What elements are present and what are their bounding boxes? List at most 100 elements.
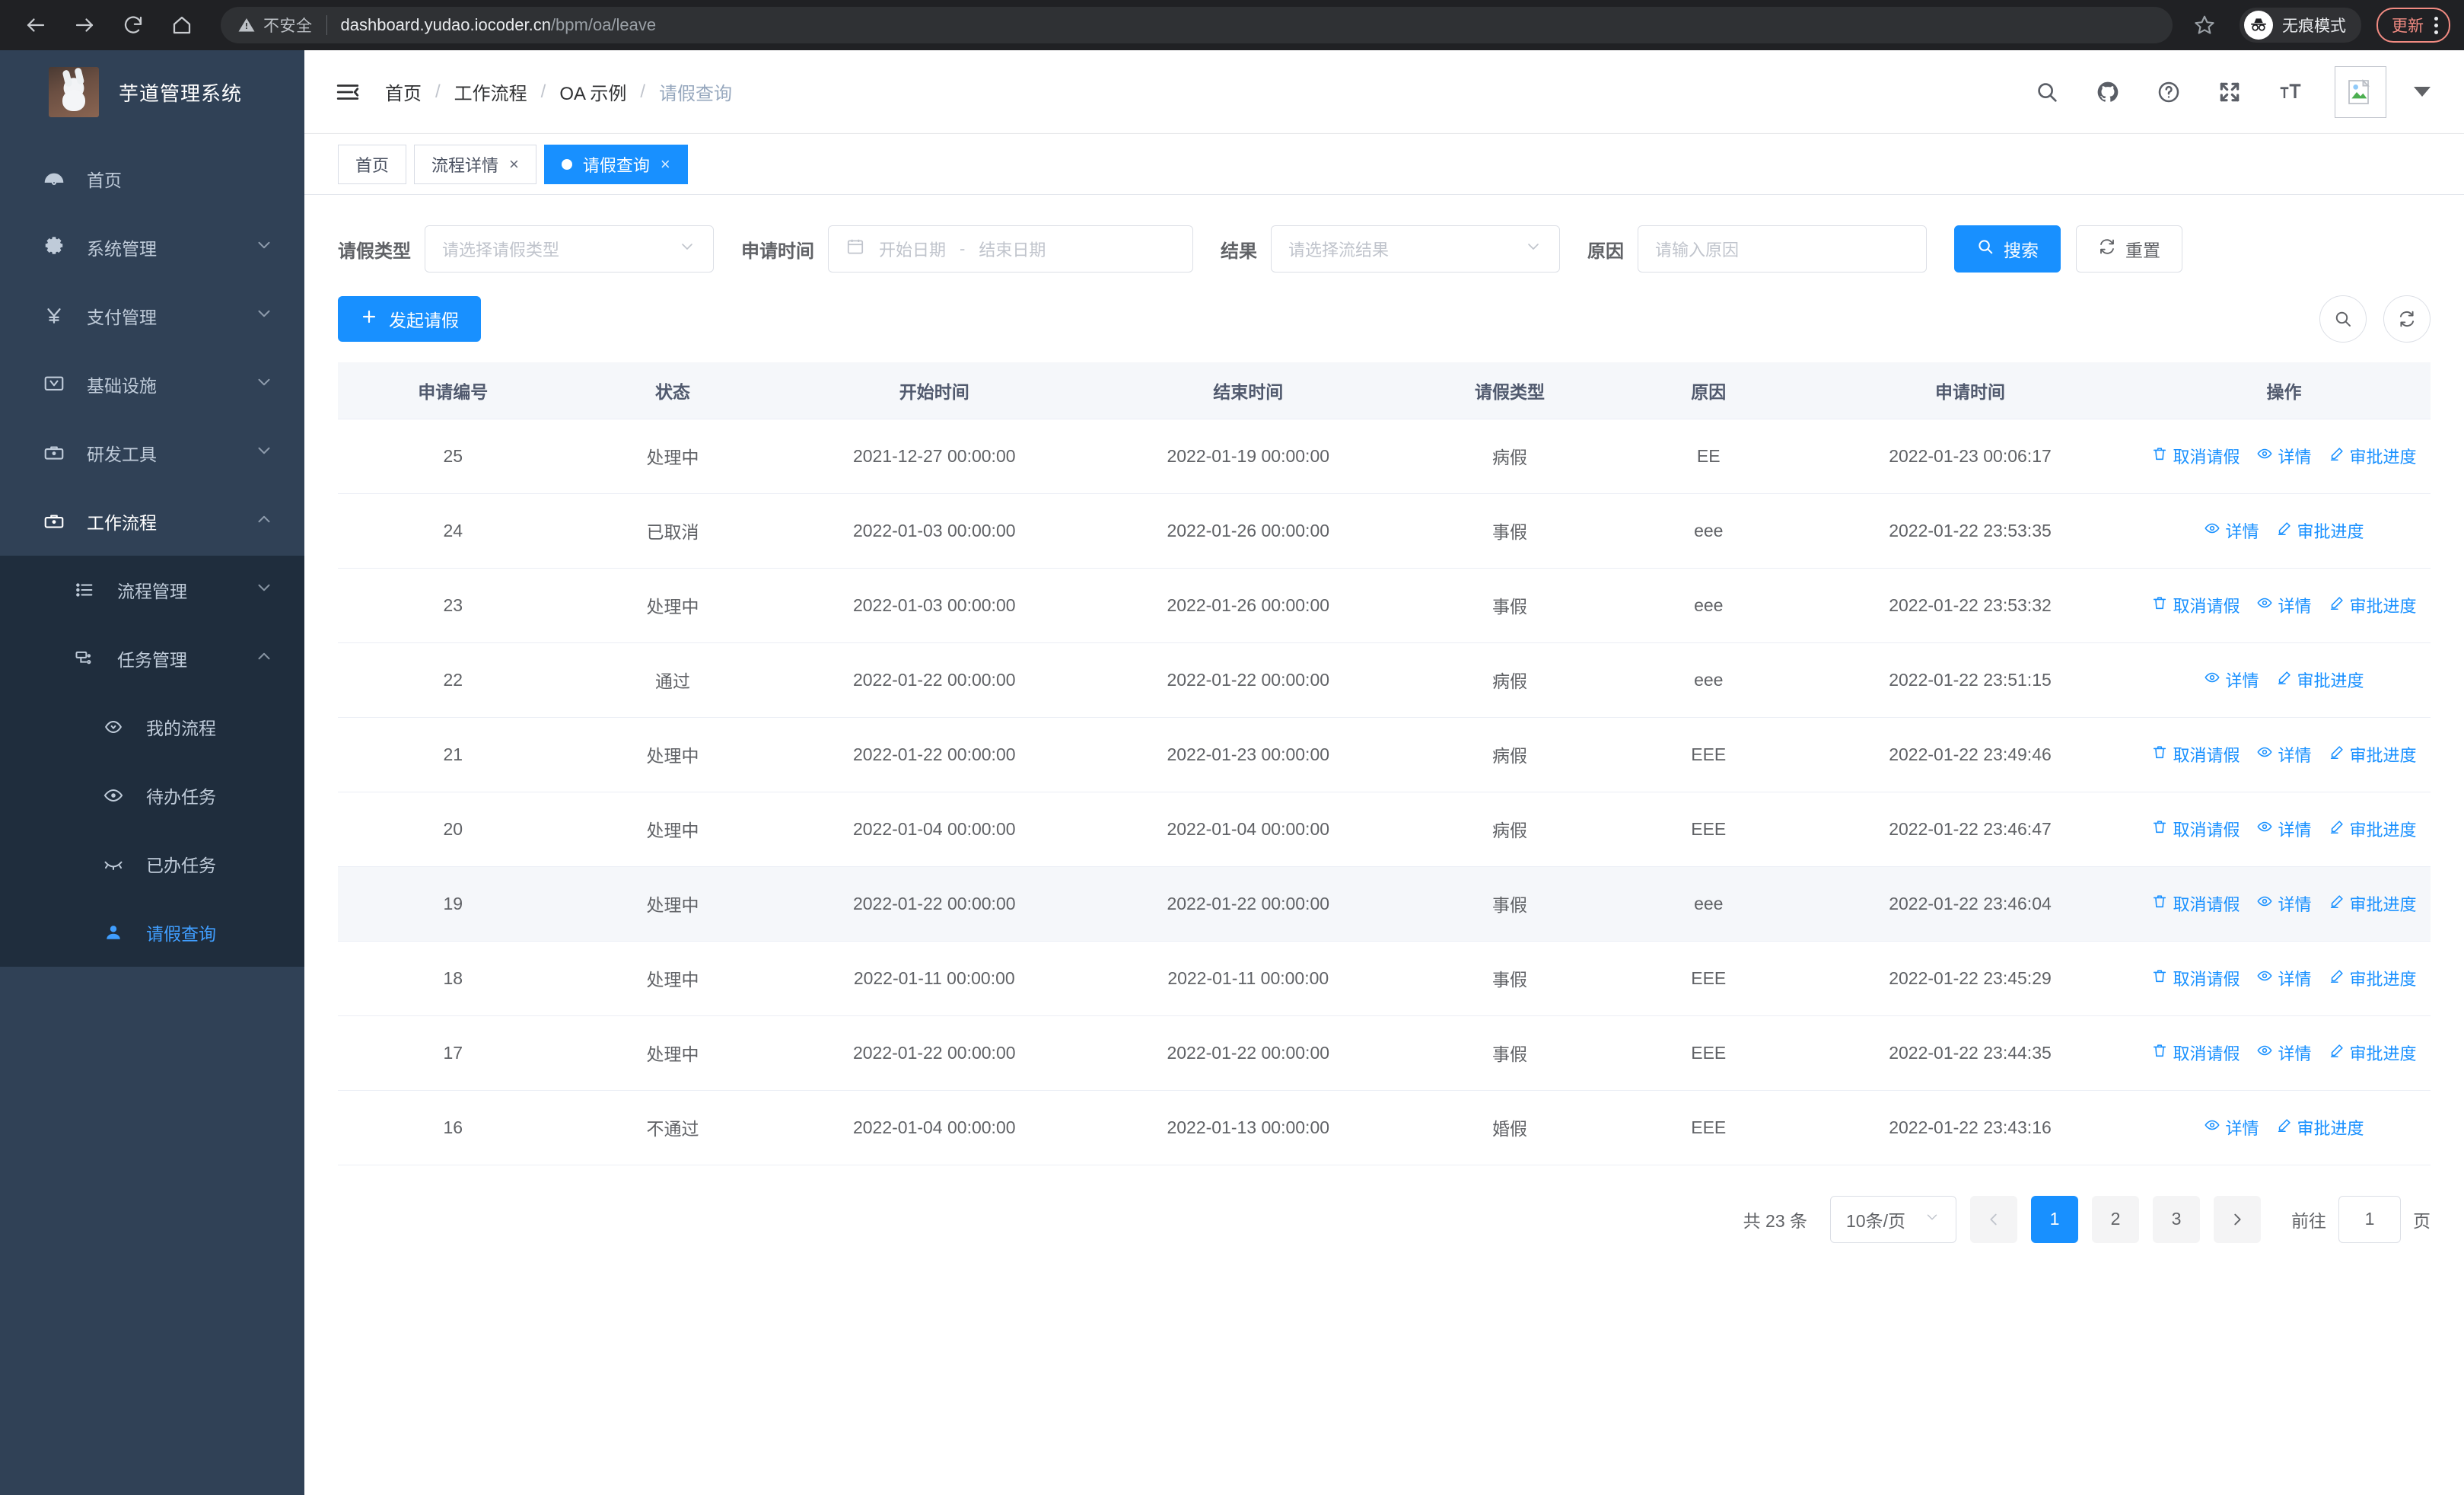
address-bar[interactable]: 不安全 dashboard.yudao.iocoder.cn/bpm/oa/le… bbox=[221, 7, 2173, 43]
sidebar-item-label: 任务管理 bbox=[117, 650, 187, 670]
detail-link[interactable]: 详情 bbox=[2256, 1041, 2312, 1065]
sidebar-item-devtools[interactable]: 研发工具 bbox=[0, 419, 304, 487]
pagination-next[interactable] bbox=[2214, 1195, 2261, 1243]
reload-icon[interactable] bbox=[111, 3, 155, 47]
search-button[interactable]: 搜索 bbox=[1954, 225, 2061, 273]
github-icon[interactable] bbox=[2091, 75, 2125, 109]
cancel-leave-link[interactable]: 取消请假 bbox=[2151, 966, 2240, 990]
pagination-page-1[interactable]: 1 bbox=[2031, 1195, 2078, 1243]
cancel-leave-link[interactable]: 取消请假 bbox=[2151, 891, 2240, 916]
sidebar-item-leave-query[interactable]: 请假查询 bbox=[0, 898, 304, 967]
close-icon[interactable]: × bbox=[509, 154, 519, 174]
cell-operations: 取消请假 详情 审批进度 bbox=[2138, 866, 2431, 942]
sidebar-item-home[interactable]: 首页 bbox=[0, 145, 304, 213]
cancel-leave-link[interactable]: 取消请假 bbox=[2151, 817, 2240, 841]
tab-process-detail[interactable]: 流程详情 × bbox=[414, 144, 536, 184]
sidebar-item-task-manage[interactable]: 任务管理 bbox=[0, 624, 304, 693]
reason-input[interactable]: 请输入原因 bbox=[1638, 225, 1927, 273]
breadcrumb-item-2[interactable]: OA 示例 bbox=[559, 84, 627, 104]
approval-progress-link[interactable]: 审批进度 bbox=[2276, 668, 2364, 692]
table-row[interactable]: 25 处理中 2021-12-27 00:00:00 2022-01-19 00:00… bbox=[338, 419, 2431, 494]
approval-progress-link[interactable]: 审批进度 bbox=[2329, 1041, 2417, 1065]
refresh-circle-icon[interactable] bbox=[2383, 295, 2431, 343]
detail-link[interactable]: 详情 bbox=[2204, 1115, 2259, 1140]
forward-arrow-icon[interactable] bbox=[62, 3, 107, 47]
table-row[interactable]: 22 通过 2022-01-22 00:00:00 2022-01-22 00:00:… bbox=[338, 642, 2431, 718]
update-button[interactable]: 更新 bbox=[2376, 8, 2450, 43]
sidebar-item-todo-tasks[interactable]: 待办任务 bbox=[0, 761, 304, 830]
back-arrow-icon[interactable] bbox=[14, 3, 58, 47]
breadcrumb-item-0[interactable]: 首页 bbox=[385, 84, 422, 104]
cancel-leave-link[interactable]: 取消请假 bbox=[2151, 1041, 2240, 1065]
page-size-select[interactable]: 10条/页 bbox=[1830, 1195, 1956, 1243]
detail-link[interactable]: 详情 bbox=[2204, 518, 2259, 543]
incognito-badge[interactable]: 无痕模式 bbox=[2240, 8, 2361, 43]
search-icon[interactable] bbox=[2030, 75, 2064, 109]
sidebar-item-done-tasks[interactable]: 已办任务 bbox=[0, 830, 304, 898]
table-row[interactable]: 19 处理中 2022-01-22 00:00:00 2022-01-22 00:00… bbox=[338, 866, 2431, 942]
avatar[interactable] bbox=[2335, 65, 2386, 118]
table-row[interactable]: 16 不通过 2022-01-04 00:00:00 2022-01-13 00:00… bbox=[338, 1090, 2431, 1165]
table-row[interactable]: 24 已取消 2022-01-03 00:00:00 2022-01-26 00:00… bbox=[338, 493, 2431, 569]
detail-link[interactable]: 详情 bbox=[2204, 668, 2259, 692]
pagination-page-3[interactable]: 3 bbox=[2153, 1195, 2200, 1243]
sidebar-item-infrastructure[interactable]: 基础设施 bbox=[0, 350, 304, 419]
search-circle-icon[interactable] bbox=[2319, 295, 2367, 343]
approval-progress-link[interactable]: 审批进度 bbox=[2329, 593, 2417, 617]
sidebar-item-workflow[interactable]: 工作流程 bbox=[0, 487, 304, 556]
detail-link[interactable]: 详情 bbox=[2256, 817, 2312, 841]
jump-page-input[interactable]: 1 bbox=[2338, 1195, 2401, 1243]
sidebar-item-my-process[interactable]: 我的流程 bbox=[0, 693, 304, 761]
approval-progress-link[interactable]: 审批进度 bbox=[2276, 1115, 2364, 1140]
create-leave-button[interactable]: 发起请假 bbox=[338, 296, 481, 342]
breadcrumb-item-1[interactable]: 工作流程 bbox=[454, 84, 527, 104]
detail-link[interactable]: 详情 bbox=[2256, 444, 2312, 468]
table-row[interactable]: 23 处理中 2022-01-03 00:00:00 2022-01-26 00:00… bbox=[338, 568, 2431, 643]
row-actions: 详情 审批进度 bbox=[2138, 1115, 2431, 1140]
table-row[interactable]: 21 处理中 2022-01-22 00:00:00 2022-01-23 00:00… bbox=[338, 717, 2431, 792]
brand[interactable]: 芋道管理系统 bbox=[0, 50, 304, 134]
cancel-leave-link[interactable]: 取消请假 bbox=[2151, 444, 2240, 468]
table-row[interactable]: 17 处理中 2022-01-22 00:00:00 2022-01-22 00:00… bbox=[338, 1015, 2431, 1091]
result-select[interactable]: 请选择流结果 bbox=[1271, 225, 1560, 273]
sidebar-item-payment[interactable]: 支付管理 bbox=[0, 282, 304, 350]
star-icon[interactable] bbox=[2185, 5, 2224, 45]
sidebar-item-system[interactable]: 系统管理 bbox=[0, 213, 304, 282]
detail-link[interactable]: 详情 bbox=[2256, 891, 2312, 916]
calendar-icon bbox=[845, 237, 865, 261]
pagination-page-2[interactable]: 2 bbox=[2092, 1195, 2139, 1243]
approval-progress-link[interactable]: 审批进度 bbox=[2329, 966, 2417, 990]
site-security-indicator[interactable]: 不安全 bbox=[237, 14, 313, 37]
approval-progress-link[interactable]: 审批进度 bbox=[2329, 444, 2417, 468]
fullscreen-icon[interactable] bbox=[2213, 75, 2246, 109]
close-icon[interactable]: × bbox=[660, 154, 670, 174]
row-actions: 取消请假 详情 审批进度 bbox=[2138, 966, 2431, 990]
pagination-prev[interactable] bbox=[1970, 1195, 2017, 1243]
tab-leave-query[interactable]: 请假查询 × bbox=[543, 144, 688, 184]
approval-progress-link[interactable]: 审批进度 bbox=[2329, 891, 2417, 916]
cancel-leave-link[interactable]: 取消请假 bbox=[2151, 593, 2240, 617]
cell-apply-time: 2022-01-22 23:45:29 bbox=[1803, 941, 2138, 1016]
home-icon[interactable] bbox=[160, 3, 204, 47]
eye-icon bbox=[2204, 520, 2220, 541]
table-row[interactable]: 18 处理中 2022-01-11 00:00:00 2022-01-11 00:00… bbox=[338, 941, 2431, 1016]
approval-progress-link[interactable]: 审批进度 bbox=[2329, 742, 2417, 767]
eye-icon bbox=[2256, 967, 2273, 989]
detail-link[interactable]: 详情 bbox=[2256, 742, 2312, 767]
help-circle-icon[interactable] bbox=[2152, 75, 2185, 109]
approval-progress-link[interactable]: 审批进度 bbox=[2276, 518, 2364, 543]
apply-time-range-picker[interactable]: 开始日期 - 结束日期 bbox=[828, 225, 1193, 273]
approval-progress-link[interactable]: 审批进度 bbox=[2329, 817, 2417, 841]
detail-link[interactable]: 详情 bbox=[2256, 966, 2312, 990]
reset-button[interactable]: 重置 bbox=[2076, 225, 2182, 273]
hamburger-icon[interactable] bbox=[330, 75, 365, 110]
chevron-down-icon[interactable] bbox=[2414, 87, 2431, 97]
tab-home[interactable]: 首页 bbox=[338, 144, 407, 184]
font-size-icon[interactable] bbox=[2274, 75, 2307, 109]
table-row[interactable]: 20 处理中 2022-01-04 00:00:00 2022-01-04 00:00… bbox=[338, 792, 2431, 867]
kebab-menu-icon[interactable] bbox=[2434, 16, 2438, 34]
leave-type-select[interactable]: 请选择请假类型 bbox=[425, 225, 714, 273]
cancel-leave-link[interactable]: 取消请假 bbox=[2151, 742, 2240, 767]
detail-link[interactable]: 详情 bbox=[2256, 593, 2312, 617]
sidebar-item-process-manage[interactable]: 流程管理 bbox=[0, 556, 304, 624]
